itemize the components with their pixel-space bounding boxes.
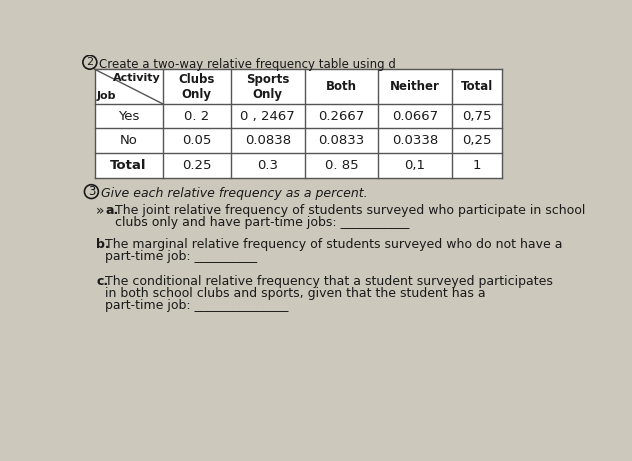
Text: 0,25: 0,25 [462,134,492,148]
Text: b.: b. [96,238,110,251]
Text: 1: 1 [473,159,481,172]
Text: Yes: Yes [118,110,139,123]
Text: a.: a. [106,204,119,217]
Text: clubs only and have part-time jobs: ___________: clubs only and have part-time jobs: ____… [114,216,409,229]
Text: 0.25: 0.25 [182,159,212,172]
Text: 0.0338: 0.0338 [392,134,438,148]
Text: The joint relative frequency of students surveyed who participate in school: The joint relative frequency of students… [114,204,585,217]
Text: 0. 85: 0. 85 [324,159,358,172]
Text: Both: Both [326,80,357,93]
Text: »: » [96,204,104,218]
Text: Activity: Activity [112,73,161,83]
Text: 0 , 2467: 0 , 2467 [240,110,295,123]
Text: 2: 2 [87,57,94,67]
Text: Clubs
Only: Clubs Only [179,72,215,100]
Text: 3: 3 [88,185,95,198]
Text: No: No [119,134,138,148]
Text: The conditional relative frequency that a student surveyed participates: The conditional relative frequency that … [106,275,553,288]
Text: 0.0667: 0.0667 [392,110,438,123]
Text: part-time job: _______________: part-time job: _______________ [106,299,289,313]
Text: in both school clubs and sports, given that the student has a: in both school clubs and sports, given t… [106,287,486,300]
Text: part-time job: __________: part-time job: __________ [106,250,257,263]
Text: Sports
Only: Sports Only [246,72,289,100]
Text: The marginal relative frequency of students surveyed who do not have a: The marginal relative frequency of stude… [106,238,563,251]
Text: Total: Total [111,159,147,172]
Text: 0,75: 0,75 [462,110,492,123]
Text: 0.0833: 0.0833 [319,134,365,148]
Text: Total: Total [461,80,493,93]
Text: c.: c. [96,275,108,288]
Text: 0.05: 0.05 [182,134,212,148]
Text: 0.2667: 0.2667 [319,110,365,123]
Bar [95,69,502,178]
Text: 0.0838: 0.0838 [245,134,291,148]
Text: Create a two-way relative frequency table using d: Create a two-way relative frequency tabl… [99,59,396,71]
Text: Give each relative frequency as a percent.: Give each relative frequency as a percen… [100,187,367,200]
Text: Job: Job [97,91,116,101]
Text: Neither: Neither [390,80,440,93]
Text: 0. 2: 0. 2 [184,110,209,123]
Text: 0,1: 0,1 [404,159,425,172]
Text: 0.3: 0.3 [257,159,278,172]
